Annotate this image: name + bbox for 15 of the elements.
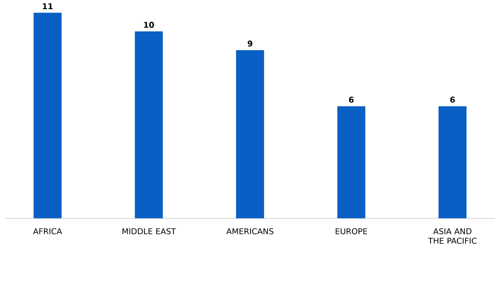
data-label: 6 xyxy=(349,96,354,103)
data-label: 11 xyxy=(42,4,53,10)
data-label: 9 xyxy=(248,40,252,47)
data-label: 6 xyxy=(450,96,455,103)
x-tick-label: EUROPE xyxy=(336,228,368,235)
bar xyxy=(337,106,366,219)
bar xyxy=(236,50,264,219)
bar xyxy=(438,106,467,219)
bar xyxy=(34,12,62,219)
bar xyxy=(134,32,163,219)
x-tick-label: ASIA AND THE PACIFIC xyxy=(428,228,476,244)
x-tick-label: AFRICA xyxy=(33,228,62,235)
data-label: 10 xyxy=(144,22,154,28)
x-tick-label: AMERICANS xyxy=(226,228,274,235)
x-tick-label: MIDDLE EAST xyxy=(122,228,176,235)
